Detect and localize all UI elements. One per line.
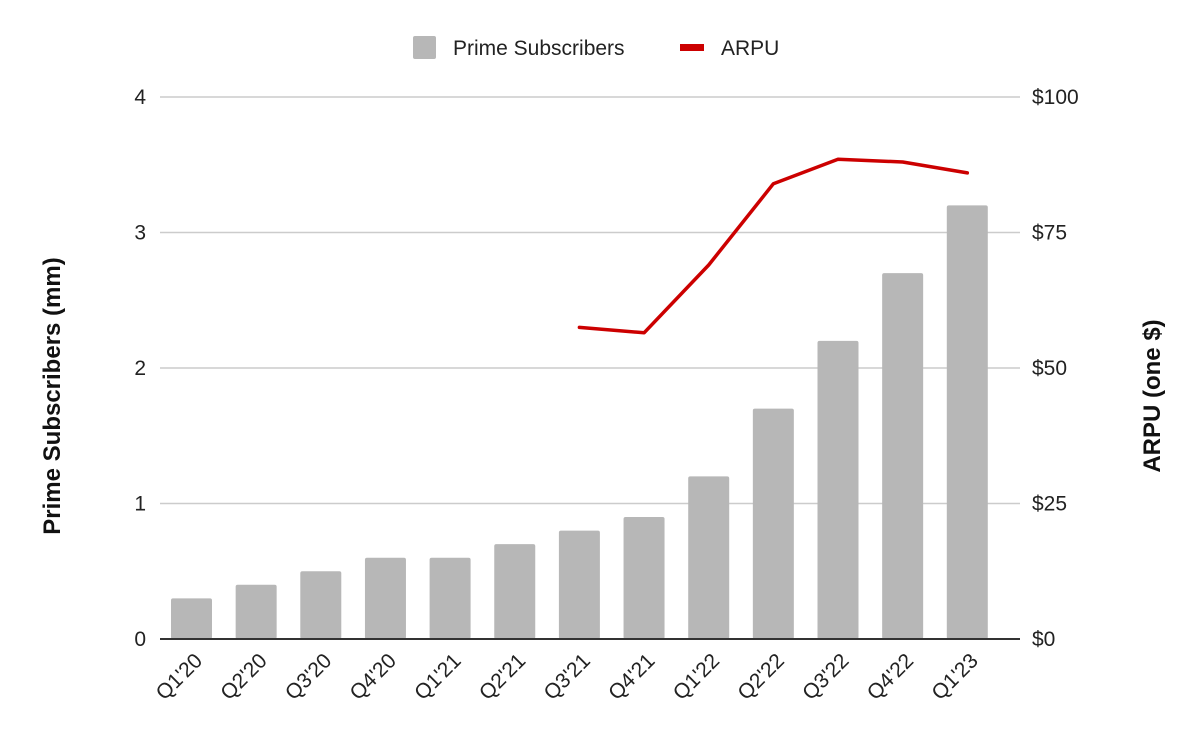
- bar-q1-20: [171, 598, 212, 639]
- bar-q3-20: [300, 571, 342, 639]
- x-tick-label: Q3'21: [540, 649, 595, 704]
- legend-label-prime-subscribers: Prime Subscribers: [453, 37, 625, 60]
- x-tick-label: Q2'20: [216, 649, 271, 704]
- bar-q2-21: [494, 544, 536, 639]
- bar-q4-20: [364, 557, 406, 639]
- bar-q1-22: [688, 476, 730, 639]
- x-tick-label: Q1'20: [152, 649, 207, 704]
- left-tick-label: 2: [134, 357, 146, 380]
- bar-q2-20: [235, 584, 277, 639]
- left-tick-label: 3: [134, 222, 146, 245]
- right-tick-label: $25: [1032, 493, 1067, 516]
- left-axis-title: Prime Subscribers (mm): [39, 257, 66, 534]
- right-tick-label: $0: [1032, 628, 1055, 651]
- left-tick-label: 0: [134, 628, 146, 651]
- right-tick-label: $50: [1032, 357, 1067, 380]
- arpu-line: [577, 157, 970, 335]
- bars: [171, 205, 988, 639]
- bar-q3-22: [817, 340, 859, 639]
- x-tick-label: Q2'22: [733, 649, 788, 704]
- right-tick-label: $100: [1032, 86, 1079, 109]
- legend-label-arpu: ARPU: [721, 37, 779, 60]
- x-axis-ticks: Q1'20 Q2'20 Q3'20 Q4'20 Q1'21 Q2'21 Q3'21 Q4'21…: [152, 649, 983, 704]
- gridlines: [160, 96, 1020, 505]
- legend: Prime Subscribers ARPU: [413, 36, 779, 60]
- bar-q3-21: [558, 530, 600, 639]
- right-axis-title: ARPU (one $): [1139, 319, 1166, 472]
- bar-q4-22: [882, 273, 924, 639]
- legend-marker-arpu: [680, 44, 704, 51]
- right-tick-label: $75: [1032, 222, 1067, 245]
- x-tick-label: Q4'22: [863, 649, 918, 704]
- right-axis-ticks: $0 $25 $50 $75 $100: [1032, 86, 1079, 651]
- x-tick-label: Q4'21: [604, 649, 659, 704]
- x-tick-label: Q1'23: [927, 649, 982, 704]
- bar-q2-22: [752, 408, 794, 639]
- bar-q4-21: [623, 517, 665, 639]
- x-tick-label: Q3'20: [281, 649, 336, 704]
- x-tick-label: Q4'20: [346, 649, 401, 704]
- bar-q1-23: [946, 205, 988, 639]
- legend-marker-prime-subscribers: [413, 36, 436, 59]
- left-tick-label: 1: [134, 493, 146, 516]
- bar-q1-21: [429, 557, 471, 639]
- x-tick-label: Q3'22: [798, 649, 853, 704]
- left-axis-ticks: 0 1 2 3 4: [134, 86, 146, 651]
- x-tick-label: Q1'21: [410, 649, 465, 704]
- x-tick-label: Q2'21: [475, 649, 530, 704]
- x-tick-label: Q1'22: [669, 649, 724, 704]
- arpu-line-group: [577, 157, 970, 335]
- left-tick-label: 4: [134, 86, 146, 109]
